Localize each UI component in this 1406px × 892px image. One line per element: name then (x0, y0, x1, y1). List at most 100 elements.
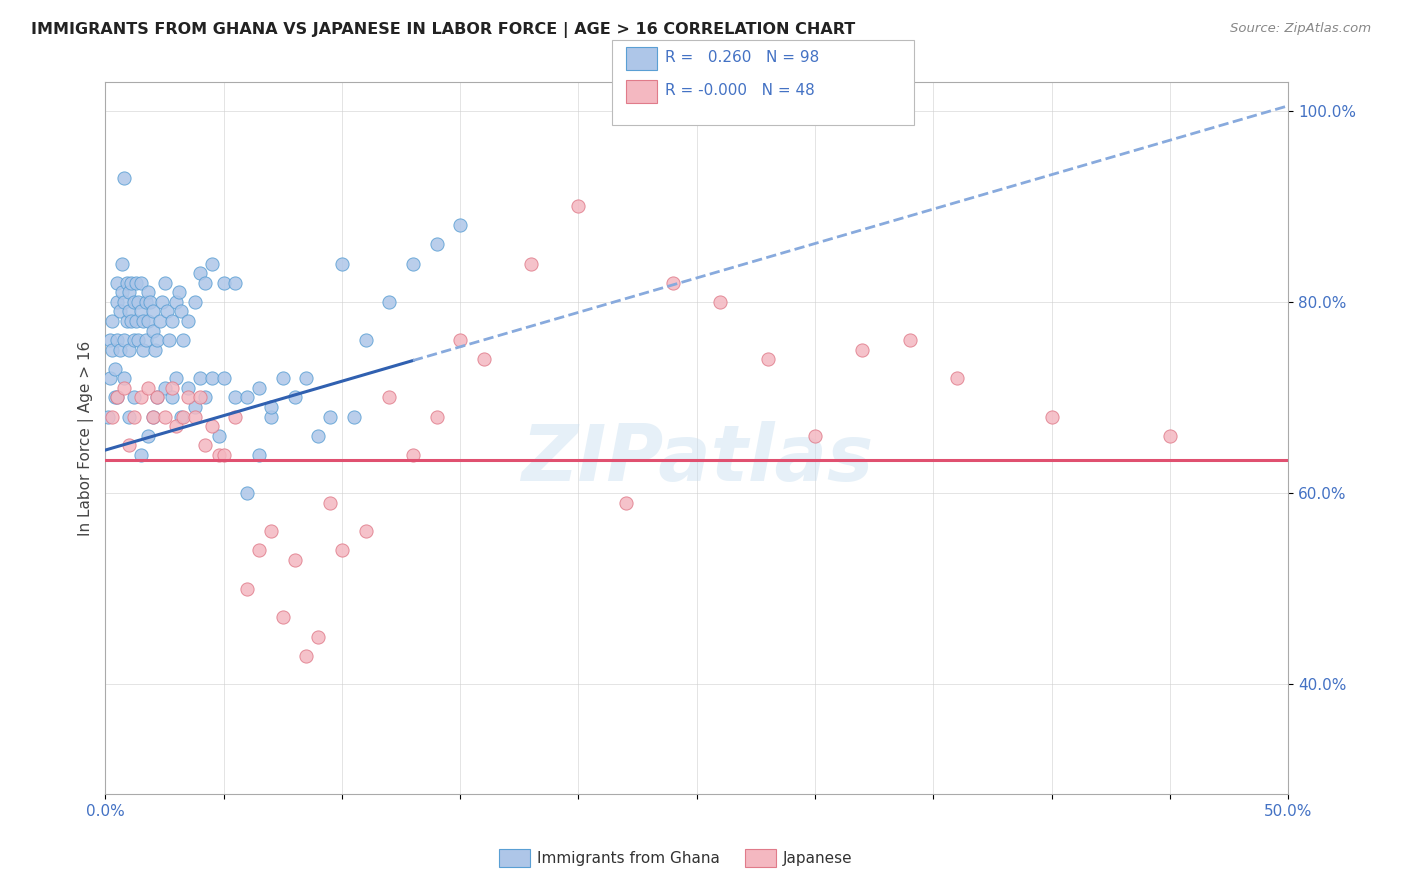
Point (125, 276, 148, 290)
Point (125, 314, 148, 328)
Point (247, 448, 270, 462)
Point (132, 314, 155, 328)
Point (156, 304, 179, 318)
Point (165, 371, 187, 385)
Point (122, 391, 145, 405)
Point (136, 285, 159, 300)
Point (160, 391, 183, 405)
Point (378, 391, 401, 405)
Point (194, 391, 217, 405)
Point (425, 409, 447, 424)
Point (449, 219, 471, 233)
Point (194, 276, 217, 290)
Point (104, 391, 127, 405)
Point (567, 199, 589, 213)
Point (184, 294, 207, 309)
Point (201, 371, 224, 385)
Point (177, 381, 200, 395)
Point (153, 409, 176, 424)
Point (136, 314, 159, 328)
Point (112, 371, 135, 385)
Point (284, 553, 307, 567)
Point (378, 294, 401, 309)
Point (662, 276, 685, 290)
Point (194, 438, 217, 452)
Point (260, 409, 283, 424)
Point (108, 304, 131, 318)
Point (188, 266, 211, 280)
Text: IMMIGRANTS FROM GHANA VS JAPANESE IN LABOR FORCE | AGE > 16 CORRELATION CHART: IMMIGRANTS FROM GHANA VS JAPANESE IN LAB… (31, 22, 855, 38)
Point (614, 496, 637, 510)
Point (118, 285, 141, 300)
Point (188, 371, 211, 385)
Text: R = -0.000   N = 48: R = -0.000 N = 48 (665, 84, 815, 98)
Point (295, 371, 318, 385)
Point (236, 582, 259, 596)
Text: R =   0.260   N = 98: R = 0.260 N = 98 (665, 51, 820, 65)
Point (247, 381, 270, 395)
Point (201, 419, 224, 434)
Point (118, 304, 141, 318)
Point (402, 256, 425, 270)
Point (946, 371, 969, 385)
Point (146, 333, 169, 347)
Point (146, 391, 169, 405)
Point (120, 314, 142, 328)
Point (128, 333, 150, 347)
Text: ZIPatlas: ZIPatlas (520, 422, 873, 498)
Point (170, 304, 193, 318)
Point (122, 409, 145, 424)
Point (150, 294, 173, 309)
Point (136, 428, 159, 442)
Point (118, 409, 141, 424)
Point (129, 304, 152, 318)
Point (212, 371, 235, 385)
Point (184, 409, 207, 424)
Point (172, 333, 194, 347)
Point (343, 409, 366, 424)
Point (271, 371, 294, 385)
Point (1040, 409, 1063, 424)
Point (111, 285, 134, 300)
Point (165, 294, 187, 309)
Point (201, 256, 224, 270)
Point (709, 294, 731, 309)
Point (520, 256, 543, 270)
Point (142, 304, 165, 318)
Text: Japanese: Japanese (783, 851, 853, 865)
Point (153, 381, 176, 395)
Point (307, 630, 329, 644)
Point (212, 448, 235, 462)
Point (167, 285, 190, 300)
Point (115, 276, 138, 290)
Point (260, 400, 283, 414)
Point (105, 294, 128, 309)
Point (132, 343, 155, 357)
Point (236, 391, 259, 405)
Point (101, 343, 124, 357)
Text: Source: ZipAtlas.com: Source: ZipAtlas.com (1230, 22, 1371, 36)
Point (135, 333, 157, 347)
Point (129, 448, 152, 462)
Point (319, 496, 342, 510)
Point (115, 314, 138, 328)
Point (319, 409, 342, 424)
Point (224, 276, 246, 290)
Point (177, 391, 200, 405)
Point (149, 314, 172, 328)
Point (188, 391, 211, 405)
Point (118, 343, 141, 357)
Point (756, 352, 779, 367)
Y-axis label: In Labor Force | Age > 16: In Labor Force | Age > 16 (79, 341, 94, 536)
Point (142, 409, 165, 424)
Point (112, 381, 135, 395)
Point (212, 276, 235, 290)
Point (330, 543, 353, 558)
Point (208, 428, 231, 442)
Point (160, 381, 183, 395)
Point (247, 543, 270, 558)
Point (153, 276, 176, 290)
Point (104, 361, 127, 376)
Point (105, 333, 128, 347)
Point (160, 314, 183, 328)
